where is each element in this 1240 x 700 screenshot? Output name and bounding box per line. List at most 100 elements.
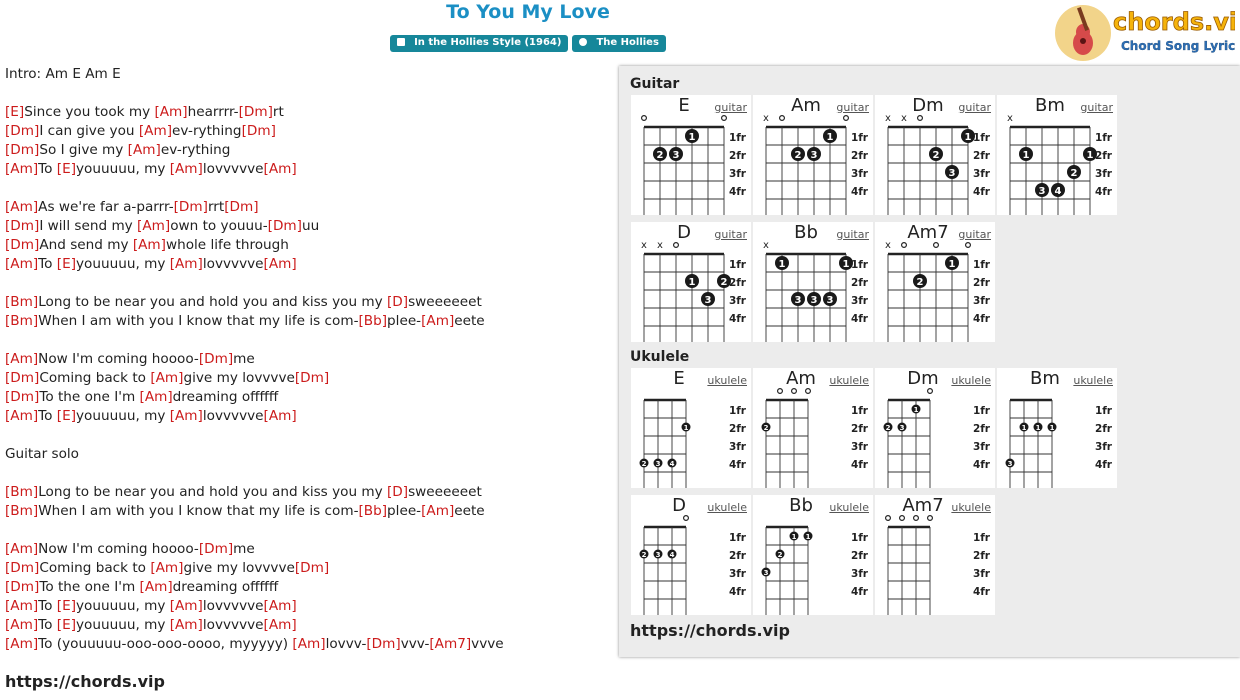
chord-marker[interactable]: [Am] (169, 617, 203, 633)
chord-marker[interactable]: [Am] (5, 541, 39, 557)
chord-marker[interactable]: [Dm] (224, 199, 259, 215)
chord-marker[interactable]: [Dm] (241, 123, 276, 139)
chord-diagram-ukulele-bm[interactable]: 1 1 1 3 1fr 2fr 3fr 4fr Bm ukulele (997, 368, 1117, 488)
chord-diagram-ukulele-am7[interactable]: 1fr 2fr 3fr 4fr Am7 ukulele (875, 495, 995, 615)
chord-marker[interactable]: [Am] (127, 142, 161, 158)
chord-marker[interactable]: [Bm] (5, 294, 39, 310)
chord-marker[interactable]: [Dm] (5, 560, 40, 576)
chord-marker[interactable]: [Bm] (5, 484, 39, 500)
chord-marker[interactable]: [E] (56, 256, 76, 272)
chord-marker[interactable]: [Am] (137, 218, 171, 234)
chord-diagram-ukulele-am[interactable]: 2 1fr 2fr 3fr 4fr Am ukulele (753, 368, 873, 488)
instrument-link[interactable]: ukulele (951, 501, 991, 514)
chord-diagram-ukulele-bb[interactable]: 1 1 2 3 1fr 2fr 3fr 4fr Bb ukulele (753, 495, 873, 615)
chord-marker[interactable]: [Dm] (238, 104, 273, 120)
chord-marker[interactable]: [Dm] (267, 218, 302, 234)
chord-diagram-guitar-am[interactable]: x 1 2 3 1fr 2fr 3fr 4fr Am guitar (753, 95, 873, 215)
artist-badge[interactable]: The Hollies (572, 35, 666, 52)
chord-marker[interactable]: [Am] (5, 598, 39, 614)
chord-marker[interactable]: [E] (5, 104, 25, 120)
chord-marker[interactable]: [Am] (150, 560, 184, 576)
chord-diagram-guitar-dm[interactable]: x x 1 2 3 1fr 2fr 3fr 4fr Dm guitar (875, 95, 995, 215)
chord-marker[interactable]: [Am] (5, 199, 39, 215)
instrument-link[interactable]: ukulele (951, 374, 991, 387)
chord-marker[interactable]: [Am7] (429, 636, 472, 652)
chord-marker[interactable]: [Am] (5, 617, 39, 633)
instrument-link[interactable]: ukulele (707, 501, 747, 514)
instrument-link[interactable]: guitar (714, 228, 747, 241)
instrument-link[interactable]: guitar (1080, 101, 1113, 114)
chord-marker[interactable]: [Dm] (198, 541, 234, 557)
site-url[interactable]: https://chords.vip (5, 672, 165, 691)
chord-marker[interactable]: [D] (387, 294, 409, 310)
chord-marker[interactable]: [Am] (138, 123, 172, 139)
instrument-link[interactable]: guitar (958, 101, 991, 114)
chord-marker[interactable]: [Dm] (294, 560, 330, 576)
chord-marker[interactable]: [Am] (169, 161, 203, 177)
chord-marker[interactable]: [Bb] (358, 503, 388, 519)
chord-marker[interactable]: [Bb] (358, 313, 388, 329)
chord-marker[interactable]: [Dm] (198, 351, 234, 367)
chord-marker[interactable]: [Am] (132, 237, 166, 253)
chord-marker[interactable]: [Bm] (5, 313, 39, 329)
fret-label: 3fr (973, 441, 991, 453)
chord-diagram-guitar-bb[interactable]: x 1 1 3 3 3 1fr 2fr 3fr 4fr Bb guitar (753, 222, 873, 342)
chord-marker[interactable]: [Dm] (5, 389, 40, 405)
site-logo[interactable]: chords.vip Chord Song Lyric (1055, 3, 1240, 63)
chord-marker[interactable]: [Am] (150, 370, 184, 386)
chord-marker[interactable]: [Am] (5, 161, 39, 177)
chord-marker[interactable]: [Dm] (173, 199, 208, 215)
chord-marker[interactable]: [Dm] (5, 237, 40, 253)
chord-marker[interactable]: [Dm] (5, 370, 40, 386)
chord-marker[interactable]: [Am] (169, 256, 203, 272)
instrument-link[interactable]: ukulele (829, 501, 869, 514)
chord-marker[interactable]: [Dm] (366, 636, 401, 652)
chord-marker[interactable]: [E] (56, 617, 76, 633)
chord-marker[interactable]: [Am] (154, 104, 188, 120)
open-string-marker (842, 115, 849, 122)
instrument-link[interactable]: ukulele (829, 374, 869, 387)
chord-marker[interactable]: [Am] (169, 598, 203, 614)
chord-marker[interactable]: [E] (56, 161, 76, 177)
album-badge[interactable]: In the Hollies Style (1964) (390, 35, 569, 52)
chord-marker[interactable]: [Am] (421, 503, 455, 519)
chord-name: Bm (1035, 95, 1065, 116)
instrument-link[interactable]: ukulele (707, 374, 747, 387)
chord-marker[interactable]: [Am] (5, 351, 39, 367)
chord-diagram-guitar-am7[interactable]: x 1 2 1fr 2fr 3fr 4fr Am7 guitar (875, 222, 995, 342)
chord-marker[interactable]: [Am] (263, 161, 297, 177)
chord-marker[interactable]: [Dm] (294, 370, 330, 386)
chord-marker[interactable]: [Dm] (5, 123, 40, 139)
chord-marker[interactable]: [D] (387, 484, 409, 500)
instrument-link[interactable]: guitar (836, 228, 869, 241)
chord-marker[interactable]: [Dm] (5, 218, 40, 234)
chord-marker[interactable]: [Dm] (5, 579, 40, 595)
chord-marker[interactable]: [E] (56, 408, 76, 424)
chord-marker[interactable]: [Am] (139, 579, 173, 595)
chord-diagram-guitar-bm[interactable]: x 1 1 2 3 4 1fr 2fr 3fr 4fr Bm guitar (997, 95, 1117, 215)
chord-marker[interactable]: [Am] (169, 408, 203, 424)
chord-marker[interactable]: [Am] (292, 636, 326, 652)
chord-diagram-ukulele-dm[interactable]: 1 2 3 1fr 2fr 3fr 4fr Dm ukulele (875, 368, 995, 488)
instrument-link[interactable]: guitar (836, 101, 869, 114)
chord-marker[interactable]: [Am] (421, 313, 455, 329)
panel-site-url[interactable]: https://chords.vip (630, 621, 790, 640)
chord-marker[interactable]: [Am] (263, 617, 297, 633)
chord-marker[interactable]: [Am] (5, 408, 39, 424)
instrument-link[interactable]: ukulele (1073, 374, 1113, 387)
chord-marker[interactable]: [Bm] (5, 503, 39, 519)
chord-marker[interactable]: [Am] (263, 256, 297, 272)
chord-marker[interactable]: [Am] (139, 389, 173, 405)
chord-marker[interactable]: [Am] (5, 256, 39, 272)
chord-marker[interactable]: [Dm] (5, 142, 40, 158)
chord-marker[interactable]: [Am] (263, 408, 297, 424)
instrument-link[interactable]: guitar (958, 228, 991, 241)
chord-marker[interactable]: [Am] (263, 598, 297, 614)
chord-marker[interactable]: [E] (56, 598, 76, 614)
instrument-link[interactable]: guitar (714, 101, 747, 114)
chord-marker[interactable]: [Am] (5, 636, 39, 652)
